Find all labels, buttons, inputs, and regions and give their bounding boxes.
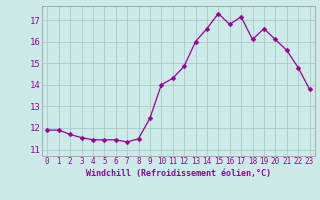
X-axis label: Windchill (Refroidissement éolien,°C): Windchill (Refroidissement éolien,°C) [86, 169, 271, 178]
